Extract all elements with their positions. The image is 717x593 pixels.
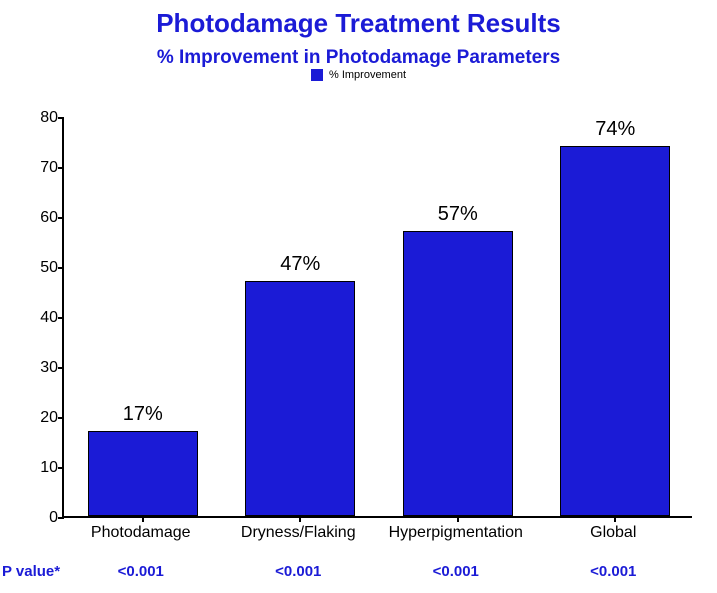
chart-plot: 0102030405060708017%47%57%74%	[62, 118, 692, 518]
bar-outline	[403, 231, 513, 516]
bar-outline	[560, 146, 670, 516]
y-tick-label: 80	[24, 109, 58, 127]
pvalue: <0.001	[406, 563, 506, 580]
bar: 17%	[88, 431, 198, 516]
y-tick-mark	[58, 417, 64, 419]
bar-outline	[245, 281, 355, 516]
y-tick-label: 30	[24, 359, 58, 377]
y-tick-label: 0	[24, 509, 58, 527]
bar-value-label: 74%	[560, 118, 670, 141]
x-tick-mark	[299, 516, 301, 522]
bar-value-label: 47%	[245, 253, 355, 276]
category-label: Photodamage	[61, 524, 221, 542]
y-tick-mark	[58, 467, 64, 469]
pvalue: <0.001	[563, 563, 663, 580]
pvalue: <0.001	[91, 563, 191, 580]
bar-value-label: 57%	[403, 203, 513, 226]
y-tick-label: 20	[24, 409, 58, 427]
legend-label: % Improvement	[329, 69, 406, 81]
y-tick-mark	[58, 167, 64, 169]
y-tick-mark	[58, 267, 64, 269]
y-tick-mark	[58, 367, 64, 369]
y-tick-label: 40	[24, 309, 58, 327]
chart-area: 0102030405060708017%47%57%74% Photodamag…	[62, 118, 692, 518]
bar: 57%	[403, 231, 513, 516]
y-tick-mark	[58, 317, 64, 319]
x-tick-mark	[142, 516, 144, 522]
bar-value-label: 17%	[88, 403, 198, 426]
y-tick-mark	[58, 217, 64, 219]
pvalue: <0.001	[248, 563, 348, 580]
chart-legend: % Improvement	[0, 69, 717, 81]
legend-swatch	[311, 69, 323, 81]
bar: 74%	[560, 146, 670, 516]
category-label: Global	[533, 524, 693, 542]
x-tick-mark	[457, 516, 459, 522]
pvalue-label: P value*	[2, 563, 60, 580]
x-tick-mark	[614, 516, 616, 522]
bar: 47%	[245, 281, 355, 516]
chart-title: Photodamage Treatment Results	[0, 8, 717, 39]
chart-subtitle: % Improvement in Photodamage Parameters	[0, 47, 717, 69]
category-label: Dryness/Flaking	[218, 524, 378, 542]
category-label: Hyperpigmentation	[376, 524, 536, 542]
y-tick-label: 50	[24, 259, 58, 277]
y-tick-label: 10	[24, 459, 58, 477]
y-tick-mark	[58, 117, 64, 119]
bar-outline	[88, 431, 198, 516]
y-tick-label: 60	[24, 209, 58, 227]
y-tick-mark	[58, 517, 64, 519]
y-tick-label: 70	[24, 159, 58, 177]
